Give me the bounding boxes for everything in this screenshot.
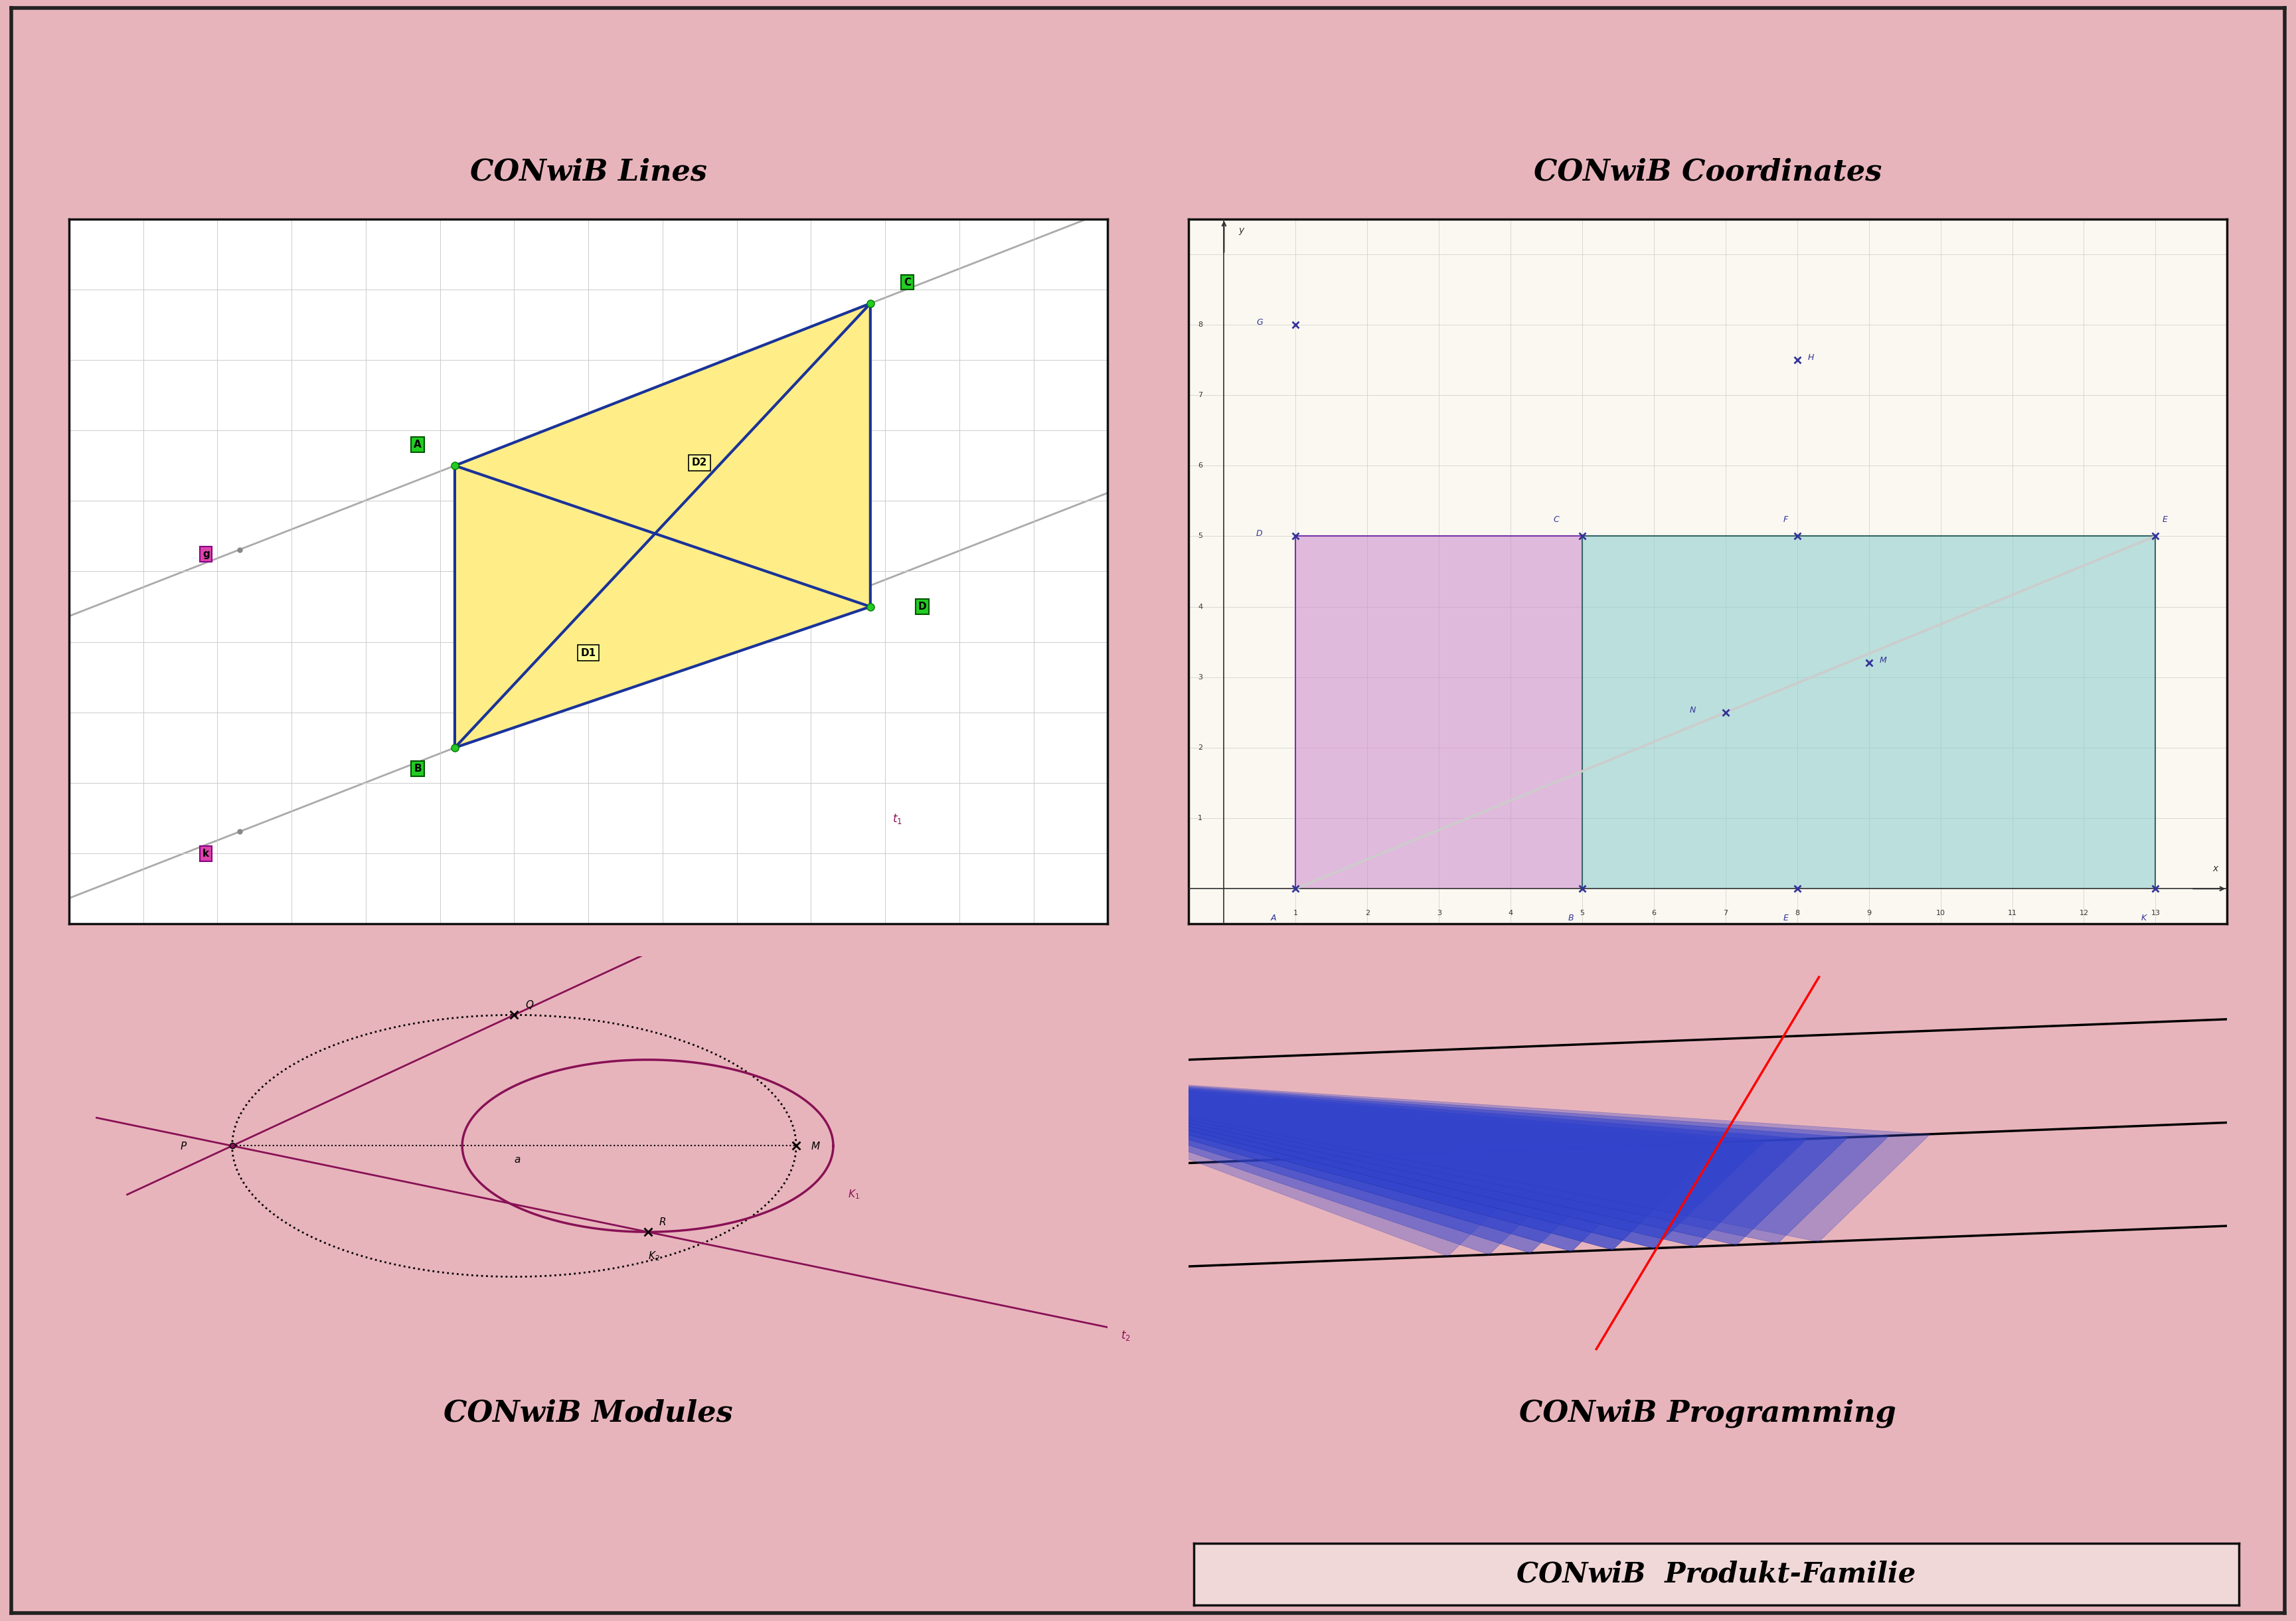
- Text: $t_2$: $t_2$: [1120, 1329, 1130, 1342]
- Polygon shape: [948, 1070, 1848, 1245]
- Text: g: g: [202, 550, 209, 559]
- Text: E: E: [1784, 914, 1789, 922]
- Text: D: D: [1256, 530, 1263, 538]
- Text: $K_2$: $K_2$: [647, 1250, 659, 1263]
- Text: 7: 7: [1724, 909, 1729, 916]
- Text: x: x: [2213, 864, 2218, 874]
- Text: 5: 5: [1580, 909, 1584, 916]
- Polygon shape: [948, 1070, 1559, 1256]
- Text: CONwiB Coordinates: CONwiB Coordinates: [1534, 157, 1883, 186]
- Text: 1: 1: [1293, 909, 1297, 916]
- Polygon shape: [948, 1070, 1600, 1255]
- Text: 10: 10: [1936, 909, 1945, 916]
- Text: Q: Q: [526, 1000, 533, 1010]
- Text: 3: 3: [1199, 674, 1203, 681]
- Text: M: M: [810, 1141, 820, 1151]
- Text: A: A: [1270, 914, 1277, 922]
- Text: 4: 4: [1508, 909, 1513, 916]
- Text: k: k: [202, 849, 209, 859]
- Text: 1: 1: [1199, 815, 1203, 822]
- Text: 2: 2: [1199, 744, 1203, 751]
- Text: D: D: [918, 601, 928, 611]
- Text: P: P: [179, 1141, 186, 1151]
- Text: B: B: [1568, 914, 1573, 922]
- Text: CONwiB Modules: CONwiB Modules: [443, 1399, 732, 1428]
- Text: 6: 6: [1199, 462, 1203, 468]
- Text: $K_1$: $K_1$: [847, 1188, 859, 1201]
- Text: 13: 13: [2151, 909, 2161, 916]
- Text: a: a: [514, 1156, 521, 1165]
- Text: C: C: [1554, 515, 1559, 524]
- Text: CONwiB  Produkt-Familie: CONwiB Produkt-Familie: [1518, 1559, 1915, 1589]
- Text: H: H: [1807, 353, 1814, 361]
- Text: F: F: [1784, 515, 1789, 524]
- Text: 8: 8: [1199, 321, 1203, 327]
- Polygon shape: [948, 1070, 1724, 1250]
- Text: CONwiB Programming: CONwiB Programming: [1520, 1399, 1896, 1428]
- Text: 3: 3: [1437, 909, 1442, 916]
- Text: N: N: [1690, 705, 1697, 715]
- Polygon shape: [1582, 537, 2156, 888]
- Text: y: y: [1238, 225, 1244, 235]
- Text: E: E: [2163, 515, 2167, 524]
- Polygon shape: [1295, 537, 1582, 888]
- Text: A: A: [413, 439, 422, 449]
- Polygon shape: [948, 1070, 1766, 1248]
- Text: B: B: [413, 763, 422, 773]
- Polygon shape: [948, 1070, 1683, 1251]
- Text: 7: 7: [1199, 392, 1203, 399]
- Text: 4: 4: [1199, 603, 1203, 609]
- Polygon shape: [948, 1070, 1890, 1243]
- Text: M: M: [1880, 657, 1887, 665]
- Text: 12: 12: [2080, 909, 2089, 916]
- Text: R: R: [659, 1217, 666, 1227]
- Text: D2: D2: [691, 457, 707, 467]
- Text: D1: D1: [581, 648, 597, 658]
- Polygon shape: [948, 1070, 1642, 1253]
- Text: 8: 8: [1795, 909, 1800, 916]
- Text: 2: 2: [1364, 909, 1371, 916]
- Text: $t_1$: $t_1$: [893, 812, 902, 825]
- Text: 6: 6: [1651, 909, 1655, 916]
- Text: CONwiB Lines: CONwiB Lines: [471, 157, 707, 186]
- Text: 5: 5: [1199, 533, 1203, 540]
- Text: G: G: [1256, 318, 1263, 326]
- Text: 9: 9: [1867, 909, 1871, 916]
- Polygon shape: [948, 1070, 1931, 1242]
- Text: K: K: [2142, 914, 2147, 922]
- Polygon shape: [948, 1070, 1807, 1247]
- Polygon shape: [455, 303, 870, 747]
- Text: C: C: [905, 277, 912, 287]
- Text: 11: 11: [2007, 909, 2016, 916]
